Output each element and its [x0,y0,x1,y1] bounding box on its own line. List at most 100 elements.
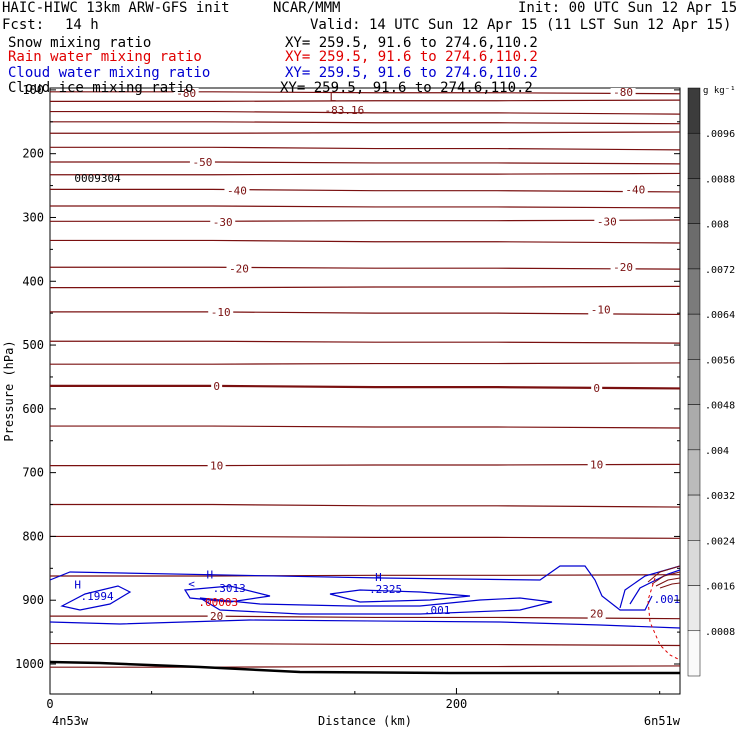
contour-label-bg [224,184,250,197]
colorbar-segment [687,630,701,677]
colorbar-tick-label: .0096 [705,129,735,140]
plot-body: -80 -80 -50 -40 -40 -30 -30 -20 -20 -10 -10 0 0 10 10 2… [50,87,681,675]
x-axis-title: Distance (km) [318,714,412,728]
contour-label: -30 [213,216,233,229]
temperature-contour [50,239,680,244]
ice-contour [655,577,680,587]
colorbar-segment [687,313,701,360]
y-tick-label: 900 [22,593,44,607]
contour-label: 0 [213,380,220,393]
temperature-contour [50,110,680,115]
cloud-water-contour [60,585,132,611]
temperature-contour [50,172,680,176]
colorbar-segment [687,223,701,270]
cloud-water-contour [183,585,271,603]
contour-label: -40 [625,183,645,196]
contour-label-bg [207,459,226,472]
temperature-contour [50,266,680,270]
plot-mark: .00003 [198,596,238,609]
colorbar-segment [687,585,701,632]
cloud-water-contour [199,597,553,615]
temperature-contour [50,219,680,222]
min-marker-L: L [330,91,337,104]
cloud-water-contour [329,589,471,603]
field-rain-name: Rain water mixing ratio [8,49,202,65]
colorbar-tick-label: .0016 [705,582,735,593]
contour-label-bg [588,303,614,316]
plot-mark: .2325 [369,583,402,596]
colorbar-tick-label: .0024 [705,536,735,547]
temperature-contour [50,99,680,102]
y-tick-label: 400 [22,274,44,288]
colorbar-tick-label: .008 [705,220,729,231]
temperature-contour [50,642,680,647]
colorbar-segment [687,449,701,496]
plot-mark: .1994 [80,590,113,603]
contour-label-bg [587,458,606,471]
temperature-contour [50,161,680,165]
colorbar-tick-label: .0032 [705,491,735,502]
temperature-contour [50,665,680,668]
contour-label-bg [208,305,234,318]
y-axis-title: Pressure (hPa) [2,340,16,441]
contour-label-bg [622,183,648,196]
x-tick-label: 200 [446,697,468,711]
contour-label-bg [591,381,603,394]
colorbar-segment [687,540,701,586]
y-tick-label: 1000 [15,657,44,671]
contour-label-bg [587,607,606,620]
contour-label-bg [594,215,620,228]
temperature-contour [50,285,680,289]
colorbar-tick-label: .0008 [705,627,735,638]
field-cloudwater-xy: XY= 259.5, 91.6 to 274.6,110.2 [285,65,538,81]
colorbar-segment [687,268,701,315]
temperature-contour [50,425,680,429]
right-endpoint-label: 6n51w [644,714,681,728]
temperature-contour [50,121,680,125]
temperature-contour [50,131,680,134]
temperature-contour [50,146,680,151]
cloud-water-contour [50,619,680,629]
plot-mark: .3013 [213,582,246,595]
plot-mark: 0009304 [74,172,121,185]
field-cloudice-name: Cloud ice mixing ratio [8,80,194,96]
contour-label: -80 [176,87,196,100]
temperature-contour [50,205,680,209]
contour-label-bg [189,155,215,168]
terrain-line [50,660,680,675]
y-tick-label: 800 [22,529,44,543]
contour-label: -40 [227,185,247,198]
x-tick-label: 0 [46,697,53,711]
contour-label: 20 [210,610,223,623]
field-cloudwater-name: Cloud water mixing ratio [8,65,211,81]
contour-label: 10 [590,458,603,471]
colorbar-tick-label: .0088 [705,174,735,185]
colorbar: .0096 .0088 .008 .0072 .0064 .0056 .0048 .004 .0… [687,86,736,677]
temperature-contour [50,463,680,467]
plot-mark: H [74,579,81,592]
field-snow-name: Snow mixing ratio [8,35,152,51]
field-rain-xy: XY= 259.5, 91.6 to 274.6,110.2 [285,49,538,65]
temperature-contour [50,535,680,539]
contour-label: -30 [597,215,617,228]
valid-time: Valid: 14 UTC Sun 12 Apr 15 (11 LST Sun … [310,17,732,33]
min-marker-value: -83.16 [325,104,365,117]
rain-water-contour [647,577,680,661]
y-tick-label: 600 [22,402,44,416]
contour-label: 10 [210,460,223,473]
colorbar-tick-label: .0072 [705,265,735,276]
contour-label: -10 [211,306,231,319]
plot-mark: H [206,569,213,582]
contour-label-bg [207,610,226,623]
plot-mark: .001 [654,593,681,606]
plot-mark: < [188,577,195,590]
y-tick-label: 500 [22,338,44,352]
fcst-label: Fcst: [2,17,45,33]
center-label: NCAR/MMM [273,0,341,16]
ice-contour [647,565,680,583]
contour-label: 0 [593,382,600,395]
temperature-contour [50,188,680,193]
contour-label-bg [173,88,199,100]
colorbar-segment [687,404,701,451]
